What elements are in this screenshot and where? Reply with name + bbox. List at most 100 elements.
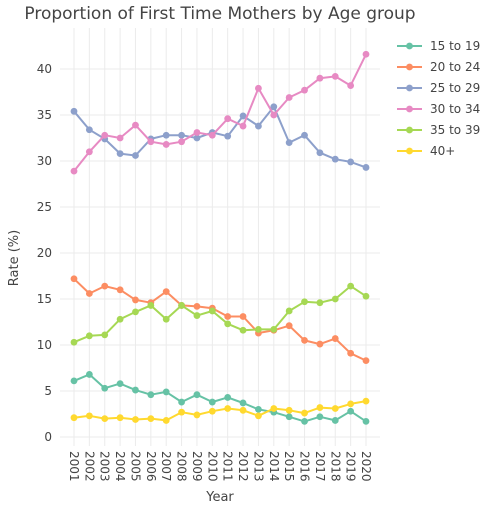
data-point[interactable] [362,50,370,58]
data-point[interactable] [162,288,170,296]
data-point[interactable] [101,384,109,392]
data-point[interactable] [362,397,370,405]
legend-item[interactable]: 25 to 29 [397,81,480,95]
data-point[interactable] [193,312,201,319]
data-point[interactable] [208,398,216,406]
data-point[interactable] [70,414,78,422]
data-point[interactable] [85,412,93,420]
data-point[interactable] [347,400,355,408]
data-point[interactable] [147,391,155,399]
data-point[interactable] [285,406,293,414]
data-point[interactable] [116,134,124,142]
data-point[interactable] [85,126,93,134]
legend-item[interactable]: 20 to 24 [397,60,480,74]
legend-item[interactable]: 40+ [397,144,455,158]
data-point[interactable] [85,148,93,156]
data-point[interactable] [255,122,262,130]
data-point[interactable] [147,415,155,422]
data-point[interactable] [85,371,93,378]
data-point[interactable] [331,155,339,163]
data-point[interactable] [316,299,324,307]
data-point[interactable] [362,417,370,425]
data-point[interactable] [178,131,185,139]
data-point[interactable] [193,411,201,419]
data-point[interactable] [347,407,355,415]
legend-item[interactable]: 15 to 19 [397,39,480,53]
data-point[interactable] [116,150,124,158]
data-point[interactable] [147,302,155,309]
data-point[interactable] [331,335,339,342]
data-point[interactable] [362,357,370,365]
data-point[interactable] [208,407,216,415]
data-point[interactable] [85,332,93,340]
data-point[interactable] [255,412,262,420]
data-point[interactable] [316,149,324,157]
data-point[interactable] [132,416,139,423]
data-point[interactable] [178,398,185,406]
data-point[interactable] [239,399,247,407]
data-point[interactable] [301,337,308,344]
data-point[interactable] [116,315,124,323]
data-point[interactable] [162,315,170,323]
data-point[interactable] [347,349,355,357]
data-point[interactable] [239,313,247,320]
data-point[interactable] [285,94,293,101]
data-point[interactable] [255,84,262,92]
data-point[interactable] [132,386,139,394]
data-point[interactable] [70,338,78,346]
data-point[interactable] [178,408,185,416]
data-point[interactable] [316,404,324,411]
data-point[interactable] [147,138,155,146]
data-point[interactable] [301,131,308,139]
data-point[interactable] [132,121,139,129]
data-point[interactable] [270,103,278,111]
data-point[interactable] [193,302,201,310]
data-point[interactable] [285,413,293,421]
legend-item[interactable]: 30 to 34 [397,102,480,116]
data-point[interactable] [178,138,185,146]
data-point[interactable] [331,417,339,424]
data-point[interactable] [101,131,109,139]
data-point[interactable] [85,290,93,297]
data-point[interactable] [301,298,308,306]
data-point[interactable] [162,131,170,139]
data-point[interactable] [285,322,293,330]
data-point[interactable] [347,158,355,166]
data-point[interactable] [362,292,370,300]
data-point[interactable] [70,167,78,175]
data-point[interactable] [162,388,170,396]
data-point[interactable] [101,282,109,290]
data-point[interactable] [316,340,324,348]
data-point[interactable] [270,111,278,119]
data-point[interactable] [101,415,109,422]
data-point[interactable] [270,405,278,412]
data-point[interactable] [285,307,293,315]
legend[interactable]: 15 to 19 20 to 24 25 to 29 30 to 34 35 to 39… [397,39,480,158]
data-point[interactable] [301,409,308,417]
data-point[interactable] [162,141,170,148]
data-point[interactable] [239,122,247,130]
data-point[interactable] [316,74,324,82]
data-point[interactable] [316,413,324,421]
data-point[interactable] [101,331,109,339]
data-point[interactable] [132,296,139,304]
data-point[interactable] [224,313,232,320]
data-point[interactable] [331,295,339,303]
data-point[interactable] [224,115,232,123]
data-point[interactable] [270,325,278,333]
data-point[interactable] [331,72,339,80]
data-point[interactable] [362,164,370,171]
data-point[interactable] [132,152,139,159]
data-point[interactable] [193,129,201,136]
data-point[interactable] [224,405,232,412]
data-point[interactable] [193,134,201,142]
data-point[interactable] [116,414,124,422]
data-point[interactable] [301,417,308,425]
data-point[interactable] [347,82,355,89]
data-point[interactable] [285,139,293,147]
data-point[interactable] [116,286,124,294]
data-point[interactable] [224,394,232,401]
data-point[interactable] [178,302,185,309]
data-point[interactable] [193,391,201,399]
data-point[interactable] [70,377,78,385]
